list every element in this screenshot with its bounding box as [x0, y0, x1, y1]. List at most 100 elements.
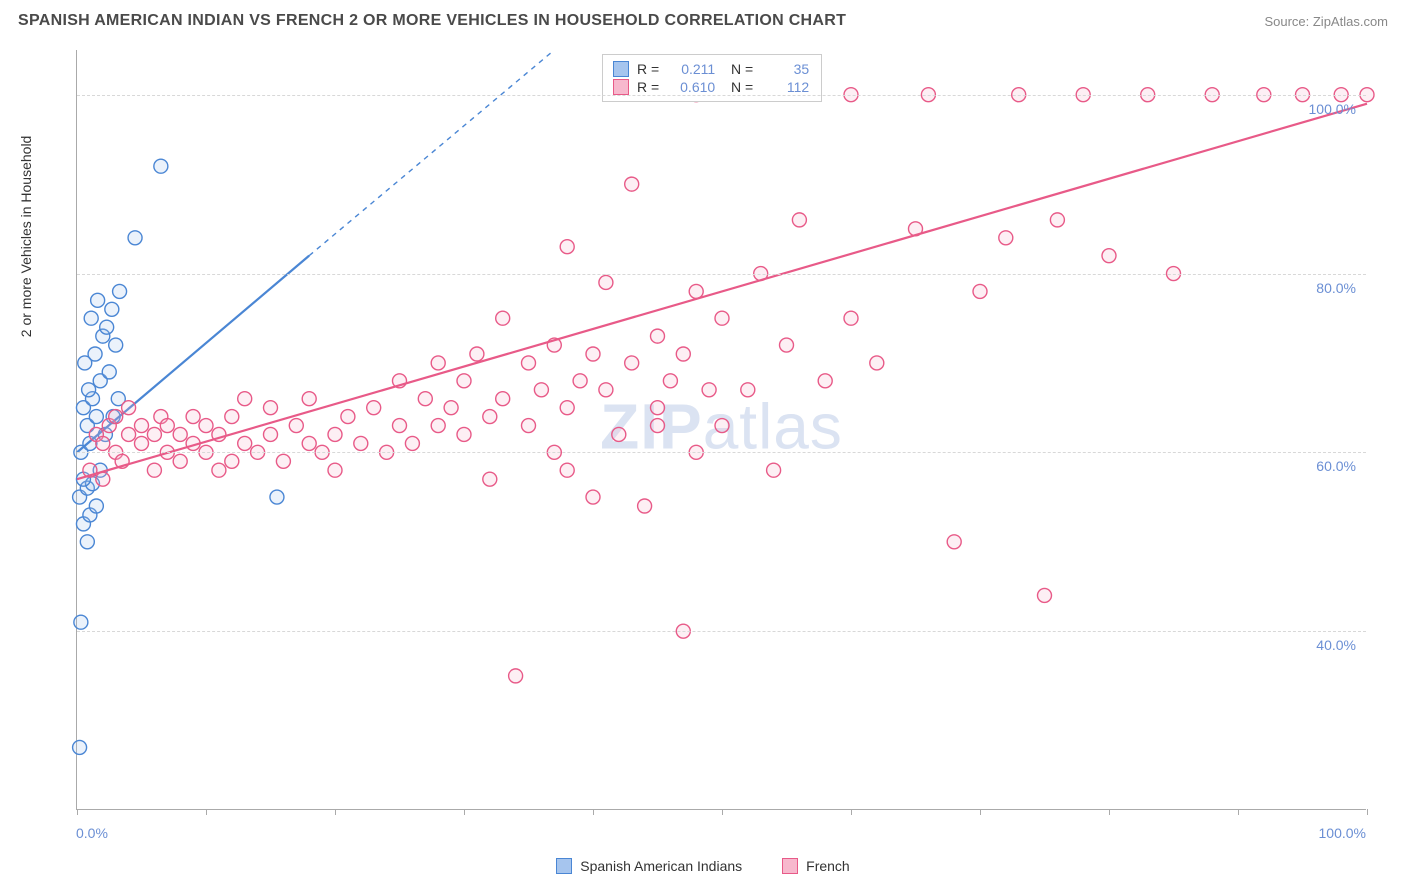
scatter-point — [599, 383, 613, 397]
scatter-point — [73, 740, 87, 754]
legend-swatch-0 — [556, 858, 572, 874]
scatter-point — [1050, 213, 1064, 227]
scatter-point — [393, 419, 407, 433]
legend-item-1: French — [782, 858, 850, 874]
scatter-point — [780, 338, 794, 352]
scatter-point — [818, 374, 832, 388]
x-tick — [335, 809, 336, 815]
scatter-point — [84, 311, 98, 325]
grid-line — [77, 631, 1366, 632]
scatter-svg — [77, 50, 1366, 809]
r-label-0: R = — [637, 61, 659, 77]
grid-line — [77, 452, 1366, 453]
scatter-point — [74, 615, 88, 629]
scatter-point — [586, 490, 600, 504]
r-value-0: 0.211 — [667, 61, 715, 77]
r-label-1: R = — [637, 79, 659, 95]
x-tick — [77, 809, 78, 815]
x-tick — [464, 809, 465, 815]
x-label-left: 0.0% — [76, 825, 108, 841]
scatter-point — [173, 454, 187, 468]
n-value-1: 112 — [761, 79, 809, 95]
scatter-point — [270, 490, 284, 504]
x-tick — [980, 809, 981, 815]
scatter-point — [109, 410, 123, 424]
scatter-point — [483, 472, 497, 486]
legend-label-1: French — [806, 858, 850, 874]
n-label-0: N = — [723, 61, 753, 77]
scatter-point — [651, 329, 665, 343]
scatter-point — [276, 454, 290, 468]
scatter-point — [522, 356, 536, 370]
scatter-point — [225, 410, 239, 424]
scatter-point — [102, 365, 116, 379]
scatter-point — [663, 374, 677, 388]
scatter-point — [91, 293, 105, 307]
scatter-point — [80, 535, 94, 549]
n-label-1: N = — [723, 79, 753, 95]
scatter-point — [457, 427, 471, 441]
x-tick — [206, 809, 207, 815]
scatter-point — [238, 436, 252, 450]
plot-area: ZIPatlas R = 0.211 N = 35 R = 0.610 N = … — [76, 50, 1366, 810]
scatter-point — [470, 347, 484, 361]
scatter-point — [302, 436, 316, 450]
scatter-point — [367, 401, 381, 415]
scatter-point — [89, 410, 103, 424]
scatter-point — [599, 275, 613, 289]
chart-container: 2 or more Vehicles in Household ZIPatlas… — [46, 50, 1386, 840]
x-tick — [1238, 809, 1239, 815]
scatter-point — [88, 347, 102, 361]
scatter-point — [105, 302, 119, 316]
scatter-point — [264, 427, 278, 441]
scatter-point — [715, 419, 729, 433]
scatter-point — [147, 427, 161, 441]
scatter-point — [560, 463, 574, 477]
header-bar: SPANISH AMERICAN INDIAN VS FRENCH 2 OR M… — [0, 0, 1406, 38]
legend-item-0: Spanish American Indians — [556, 858, 742, 874]
scatter-point — [302, 392, 316, 406]
scatter-point — [741, 383, 755, 397]
scatter-point — [792, 213, 806, 227]
scatter-point — [1102, 249, 1116, 263]
scatter-point — [328, 463, 342, 477]
y-axis-title: 2 or more Vehicles in Household — [18, 136, 34, 338]
scatter-point — [328, 427, 342, 441]
scatter-point — [212, 463, 226, 477]
scatter-point — [612, 427, 626, 441]
scatter-point — [122, 427, 136, 441]
scatter-point — [405, 436, 419, 450]
scatter-point — [534, 383, 548, 397]
scatter-point — [354, 436, 368, 450]
scatter-point — [689, 284, 703, 298]
y-tick-label: 60.0% — [1316, 458, 1356, 474]
scatter-point — [483, 410, 497, 424]
scatter-point — [186, 410, 200, 424]
scatter-point — [289, 419, 303, 433]
scatter-point — [147, 463, 161, 477]
legend-swatch-1 — [782, 858, 798, 874]
scatter-point — [702, 383, 716, 397]
scatter-point — [844, 311, 858, 325]
trend-line-dashed — [309, 50, 554, 256]
scatter-point — [418, 392, 432, 406]
scatter-point — [431, 356, 445, 370]
source-label: Source: ZipAtlas.com — [1264, 14, 1388, 29]
scatter-point — [82, 383, 96, 397]
scatter-point — [496, 311, 510, 325]
scatter-point — [199, 419, 213, 433]
scatter-point — [496, 392, 510, 406]
grid-line — [77, 95, 1366, 96]
x-tick — [1367, 809, 1368, 815]
x-tick — [722, 809, 723, 815]
scatter-point — [973, 284, 987, 298]
scatter-point — [509, 669, 523, 683]
scatter-point — [154, 159, 168, 173]
scatter-point — [715, 311, 729, 325]
legend-label-0: Spanish American Indians — [580, 858, 742, 874]
stats-row-1: R = 0.610 N = 112 — [613, 78, 809, 96]
scatter-point — [522, 419, 536, 433]
scatter-point — [586, 347, 600, 361]
x-tick — [593, 809, 594, 815]
scatter-point — [676, 347, 690, 361]
